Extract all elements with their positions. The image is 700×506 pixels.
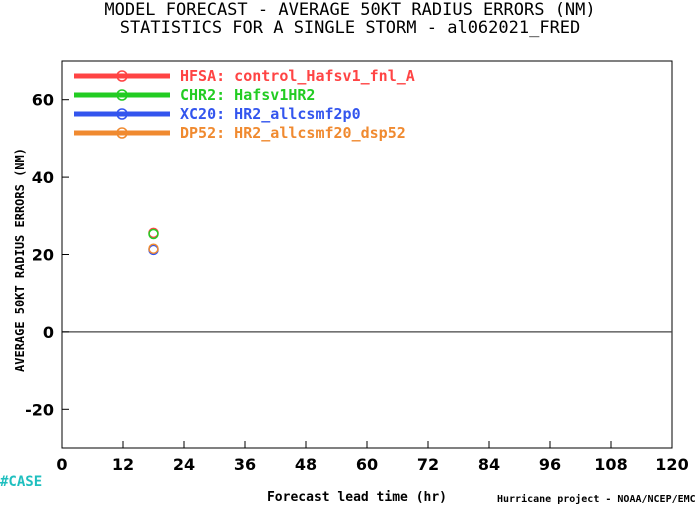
x-tick-label: 84 <box>478 455 500 474</box>
x-tick-label: 72 <box>417 455 439 474</box>
legend-label: CHR2: Hafsv1HR2 <box>180 86 315 104</box>
credit-text: Hurricane project - NOAA/NCEP/EMC <box>497 493 696 505</box>
y-tick-label: -20 <box>25 400 54 419</box>
legend-label: DP52: HR2_allcsmf20_dsp52 <box>180 124 406 142</box>
y-axis-label: AVERAGE 50KT RADIUS ERRORS (NM) <box>13 148 27 372</box>
data-point <box>148 243 159 254</box>
y-tick-label: 60 <box>32 91 54 110</box>
x-axis-label: Forecast lead time (hr) <box>267 490 447 505</box>
x-tick-label: 36 <box>234 455 256 474</box>
x-tick-label: 12 <box>112 455 134 474</box>
legend-label: HFSA: control_Hafsv1_fnl_A <box>180 67 415 85</box>
x-tick-label: 24 <box>173 455 195 474</box>
x-tick-label: 96 <box>539 455 561 474</box>
legend-marker <box>116 89 128 101</box>
y-tick-label: 40 <box>32 168 54 187</box>
x-tick-label: 108 <box>594 455 627 474</box>
legend-marker <box>116 127 128 139</box>
chart-subtitle: STATISTICS FOR A SINGLE STORM - al062021… <box>119 18 581 38</box>
x-tick-label: 60 <box>356 455 378 474</box>
chart-title: MODEL FORECAST - AVERAGE 50KT RADIUS ERR… <box>104 0 596 20</box>
x-tick-label: 120 <box>655 455 688 474</box>
legend-label: XC20: HR2_allcsmf2p0 <box>180 105 361 123</box>
legend-marker <box>116 70 128 82</box>
data-point <box>148 228 159 240</box>
y-tick-label: 0 <box>43 323 54 342</box>
case-label: #CASE <box>0 474 42 490</box>
x-tick-label: 48 <box>295 455 317 474</box>
y-tick-label: 20 <box>32 246 54 265</box>
x-tick-label: 0 <box>56 455 67 474</box>
legend-marker <box>116 108 128 120</box>
